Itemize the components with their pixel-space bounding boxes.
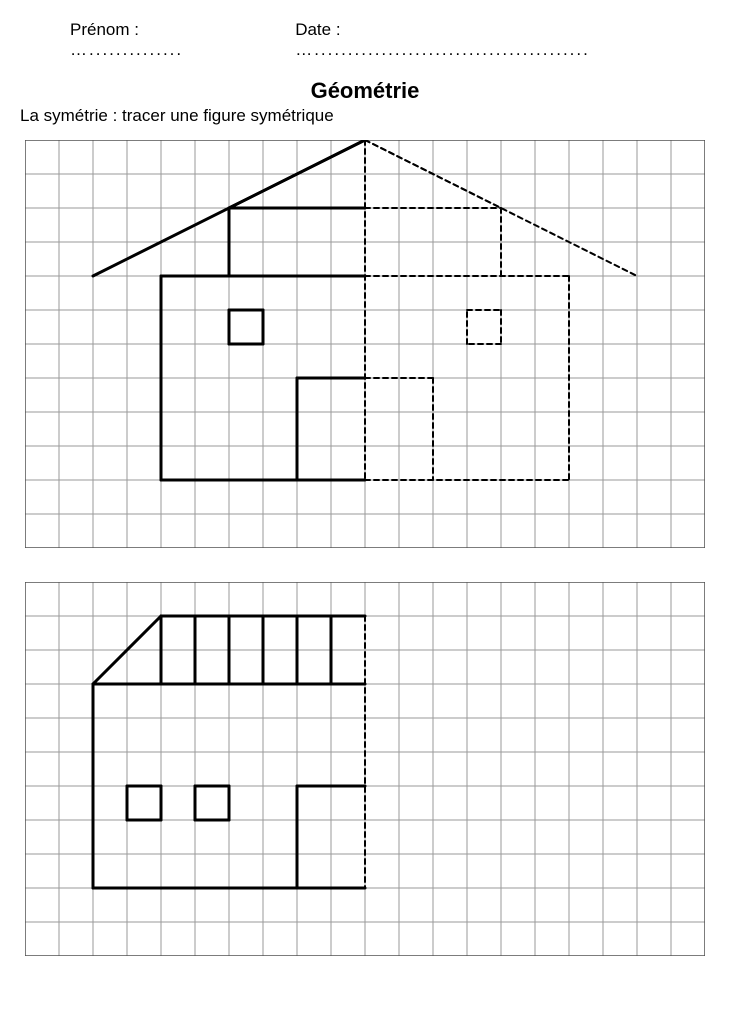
name-dots: ….............. bbox=[70, 40, 183, 59]
name-label: Prénom : bbox=[70, 20, 139, 39]
page-title: Géométrie bbox=[0, 78, 730, 104]
header: Prénom : ….............. Date : ….......… bbox=[0, 0, 730, 70]
date-dots: ….......................................… bbox=[295, 40, 590, 59]
page-subtitle: La symétrie : tracer une figure symétriq… bbox=[0, 104, 730, 140]
date-label: Date : bbox=[295, 20, 340, 39]
date-field[interactable]: Date : …................................… bbox=[295, 20, 600, 60]
symmetry-grid-2 bbox=[25, 582, 705, 956]
symmetry-grid-1 bbox=[25, 140, 705, 548]
name-field[interactable]: Prénom : ….............. bbox=[70, 20, 235, 60]
